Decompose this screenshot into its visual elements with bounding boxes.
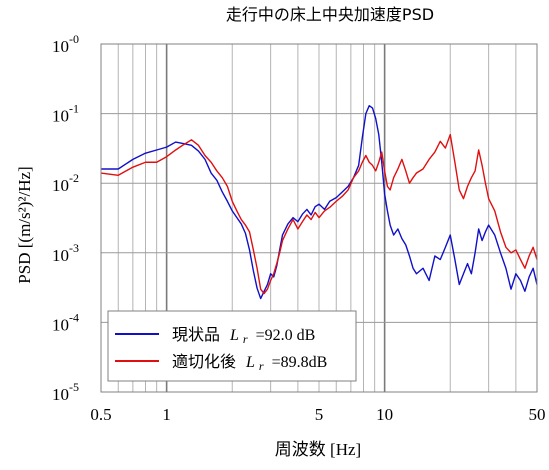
x-tick-label: 5 (315, 405, 324, 424)
y-tick-label: 10-4 (52, 310, 79, 334)
legend-metric-optimized: L (245, 354, 255, 371)
x-tick-label: 10 (376, 405, 393, 424)
legend-label-current: 現状品 (172, 326, 220, 344)
x-tick-label: 0.5 (90, 405, 111, 424)
legend-box (107, 310, 357, 382)
y-tick-label: 10-0 (52, 32, 79, 56)
y-tick-label: 10-2 (52, 171, 79, 195)
series-line-optimized (100, 133, 538, 295)
y-tick-label: 10-5 (52, 380, 79, 404)
grid-lines (101, 44, 537, 392)
y-tick-labels: 10-0 10-1 10-2 10-3 10-4 10-5 (52, 32, 79, 404)
y-tick-label: 10-1 (52, 102, 79, 126)
x-tick-labels: 0.5 1 5 10 50 (90, 405, 545, 424)
legend-entry-optimized: 適切化後 L r =89.8dB (172, 353, 327, 374)
series-line-current (101, 104, 538, 300)
legend-value-current: =92.0 dB (256, 327, 316, 344)
x-tick-label: 50 (529, 405, 546, 424)
y-axis-label: PSD [(m/s²)²/Hz] (15, 166, 34, 283)
x-axis-label: 周波数 [Hz] (275, 440, 361, 459)
legend-entry-current: 現状品 L r =92.0 dB (172, 326, 315, 347)
legend-metric-sub-optimized: r (259, 359, 264, 373)
x-tick-label: 1 (162, 405, 171, 424)
series-group (100, 104, 538, 300)
legend-value-optimized: =89.8dB (272, 354, 328, 371)
legend: 現状品 L r =92.0 dB 適切化後 L r =89.8dB (107, 310, 357, 382)
y-tick-label: 10-3 (52, 241, 79, 265)
legend-metric-sub-current: r (243, 332, 248, 346)
legend-label-optimized: 適切化後 (172, 353, 236, 371)
plot-frame (100, 43, 538, 393)
chart-title: 走行中の床上中央加速度PSD (226, 5, 434, 24)
legend-metric-current: L (229, 327, 239, 344)
